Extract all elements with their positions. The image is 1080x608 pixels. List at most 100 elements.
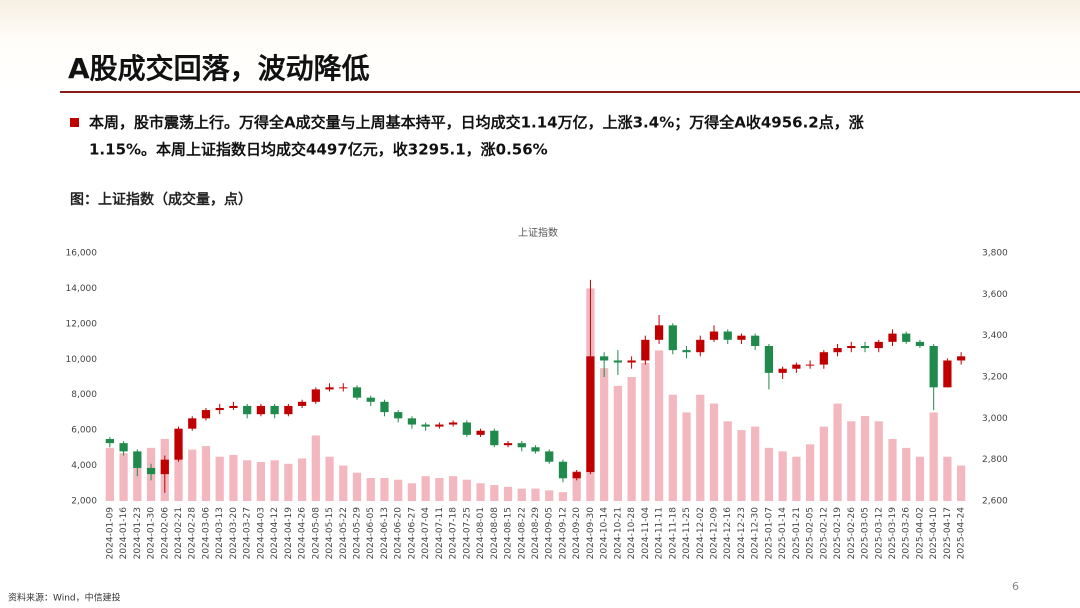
candle-body (929, 346, 938, 388)
x-tick-label: 2025-01-21 (792, 507, 802, 559)
x-tick-label: 2025-01-07 (764, 507, 774, 559)
bullet-text: 1.15%。本周上证指数日均成交4497亿元，收3295.1，涨0.56% (89, 141, 548, 159)
x-tick-label: 2024-01-23 (133, 507, 143, 559)
candle-body (311, 389, 320, 402)
volume-bar (284, 463, 293, 501)
volume-bar (256, 462, 266, 501)
y-tick-label: 16,000 (66, 249, 98, 259)
x-tick-label: 2024-09-30 (586, 507, 596, 560)
x-tick-label: 2025-03-19 (888, 507, 898, 560)
x-tick-label: 2024-03-27 (243, 507, 253, 559)
x-tick-label: 2025-04-24 (957, 507, 967, 560)
volume-bar (833, 403, 842, 501)
volume-bar (490, 485, 499, 501)
candle-body (682, 350, 691, 353)
x-tick-label: 2024-04-03 (256, 507, 266, 559)
volume-bar (229, 454, 238, 501)
source-note: 资料来源：Wind，中信建投 (8, 592, 121, 604)
volume-bar (545, 490, 554, 501)
x-tick-label: 2024-07-25 (462, 507, 472, 559)
y2-tick-label: 2,800 (982, 455, 1008, 465)
y2-tick-label: 3,400 (982, 331, 1008, 341)
candle-body (325, 387, 334, 390)
candle-body (146, 467, 156, 475)
volume-bar (215, 456, 224, 501)
y-tick-label: 14,000 (66, 284, 98, 294)
x-tick-label: 2024-02-28 (188, 507, 198, 560)
y-tick-label: 8,000 (71, 390, 97, 400)
x-tick-label: 2024-10-14 (600, 507, 610, 560)
volume-bar (654, 350, 664, 501)
x-tick-label: 2024-12-30 (751, 507, 761, 560)
candle-body (435, 424, 444, 427)
candle-body (160, 459, 169, 475)
x-tick-label: 2024-10-28 (627, 507, 637, 560)
volume-bar (902, 447, 911, 501)
x-tick-label: 2024-03-13 (215, 507, 225, 559)
candle-body (201, 410, 211, 419)
candle-body (709, 331, 719, 340)
volume-bar (737, 430, 746, 501)
candle-body (119, 443, 128, 452)
x-tick-label: 2024-10-21 (613, 507, 623, 559)
candle-body (600, 356, 609, 361)
volume-bar (201, 446, 211, 501)
volume-bar (792, 456, 801, 501)
x-tick-label: 2024-11-18 (668, 507, 678, 560)
x-tick-label: 2024-01-09 (105, 507, 115, 560)
candle-body (380, 401, 389, 413)
x-tick-label: 2025-04-02 (915, 507, 925, 559)
x-tick-label: 2024-07-11 (435, 507, 445, 559)
x-tick-label: 2024-02-06 (160, 507, 170, 560)
x-tick-label: 2024-08-08 (490, 507, 500, 560)
volume-bar (957, 465, 966, 501)
candle-body (860, 346, 870, 349)
candle-body (572, 472, 581, 479)
x-tick-label: 2024-12-16 (723, 507, 733, 560)
x-tick-label: 2024-08-29 (531, 507, 541, 560)
volume-bar (449, 476, 458, 501)
volume-bar (751, 426, 760, 501)
candle-body (270, 405, 279, 415)
x-tick-label: 2025-04-17 (943, 507, 953, 559)
x-tick-label: 2024-03-06 (201, 507, 211, 560)
candle-body (723, 331, 732, 340)
candle-body (545, 451, 554, 462)
x-tick-label: 2024-06-05 (366, 507, 376, 559)
y2-tick-label: 3,800 (982, 249, 1008, 259)
y2-tick-label: 2,600 (982, 497, 1008, 507)
x-tick-label: 2025-01-14 (778, 507, 788, 560)
x-tick-label: 2024-08-22 (517, 507, 527, 559)
figure-caption: 图：上证指数（成交量，点） (70, 191, 252, 208)
x-tick-label: 2025-02-12 (819, 507, 829, 559)
x-tick-label: 2025-03-12 (874, 507, 884, 559)
candle-body (339, 387, 348, 389)
candle-body (668, 325, 677, 351)
volume-bar (435, 477, 444, 501)
volume-bar (517, 488, 526, 501)
volume-bar (888, 439, 897, 501)
x-tick-label: 2024-09-12 (558, 507, 568, 559)
volume-bar (243, 460, 252, 501)
volume-bar (805, 444, 815, 501)
volume-bar (723, 421, 732, 501)
x-tick-label: 2024-06-20 (394, 507, 404, 560)
candle-body (586, 356, 595, 473)
candle-body (902, 333, 911, 342)
candle-body (366, 397, 375, 402)
candle-body (188, 418, 197, 429)
x-tick-label: 2024-04-12 (270, 507, 280, 559)
volume-bar (819, 426, 828, 501)
volume-bar (572, 470, 581, 501)
y-tick-label: 2,000 (71, 497, 97, 507)
candle-body (558, 461, 568, 479)
x-tick-label: 2024-05-15 (325, 507, 335, 559)
candle-body (696, 339, 705, 353)
candle-body (943, 360, 952, 388)
volume-bar (613, 385, 622, 501)
x-tick-label: 2025-03-05 (861, 507, 871, 559)
y2-tick-label: 3,600 (982, 290, 1008, 300)
volume-bar (380, 477, 389, 501)
candle-body (462, 422, 471, 435)
